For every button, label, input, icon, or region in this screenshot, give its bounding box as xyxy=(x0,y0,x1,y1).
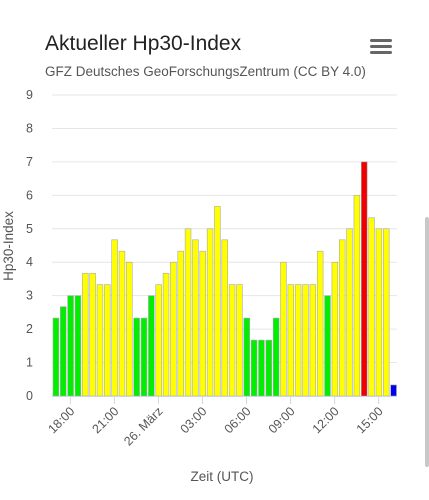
y-tick-label: 7 xyxy=(26,155,33,169)
bar[interactable] xyxy=(368,217,375,397)
bar[interactable] xyxy=(162,272,170,397)
x-tick-label: 09:00 xyxy=(266,404,298,436)
bar[interactable] xyxy=(60,306,67,397)
bar[interactable] xyxy=(155,284,162,397)
bar[interactable] xyxy=(316,250,324,397)
menu-line xyxy=(370,45,392,48)
y-tick-label: 5 xyxy=(26,222,33,236)
bar[interactable] xyxy=(250,339,258,397)
y-axis-title: Hp30-Index xyxy=(1,211,16,281)
bar[interactable] xyxy=(294,284,302,397)
chart-subtitle: GFZ Deutsches GeoForschungsZentrum (CC B… xyxy=(45,64,366,79)
x-tick-label: 18:00 xyxy=(45,404,77,436)
menu-line xyxy=(370,39,392,42)
bar[interactable] xyxy=(177,250,184,397)
x-tick-label: 21:00 xyxy=(89,404,121,436)
bar[interactable] xyxy=(192,239,199,397)
menu-line xyxy=(370,51,392,54)
bar[interactable] xyxy=(199,250,206,397)
x-axis-ticks: 18:00 21:00 26. März 03:00 06:00 09:00 12:00 15… xyxy=(45,396,386,449)
bar[interactable] xyxy=(360,161,368,397)
y-tick-label: 6 xyxy=(26,188,33,202)
bar[interactable] xyxy=(184,228,192,397)
bar[interactable] xyxy=(221,239,228,397)
bar[interactable] xyxy=(272,317,280,397)
x-tick-label: 26. März xyxy=(121,404,165,448)
bar[interactable] xyxy=(74,295,82,397)
hamburger-icon[interactable] xyxy=(370,39,392,57)
bar[interactable] xyxy=(148,295,155,397)
bar[interactable] xyxy=(52,317,60,397)
bar[interactable] xyxy=(89,272,96,397)
x-axis-title: Zeit (UTC) xyxy=(191,469,254,484)
chart-title: Aktueller Hp30-Index xyxy=(45,32,242,55)
bar[interactable] xyxy=(133,317,140,397)
y-axis-ticks: 0 1 2 3 4 5 6 7 8 9 xyxy=(26,88,33,403)
bar[interactable] xyxy=(302,284,309,397)
bar[interactable] xyxy=(82,272,89,397)
x-tick-label: 06:00 xyxy=(222,404,254,436)
y-tick-label: 1 xyxy=(26,356,33,370)
bar[interactable] xyxy=(228,284,236,397)
bar[interactable] xyxy=(111,239,118,397)
bar[interactable] xyxy=(280,261,287,397)
bar[interactable] xyxy=(96,284,104,397)
bar[interactable] xyxy=(331,261,339,397)
bar[interactable] xyxy=(287,284,295,397)
bar[interactable] xyxy=(104,284,111,397)
bar[interactable] xyxy=(170,261,177,397)
scrollbar[interactable] xyxy=(425,217,429,467)
y-tick-label: 4 xyxy=(26,255,33,269)
x-tick-label: 03:00 xyxy=(178,404,210,436)
bar[interactable] xyxy=(324,295,331,397)
bar[interactable] xyxy=(390,384,397,397)
bar[interactable] xyxy=(258,339,265,397)
bar[interactable] xyxy=(118,250,126,397)
bar[interactable] xyxy=(353,195,361,397)
bar[interactable] xyxy=(67,295,74,397)
x-tick-label: 15:00 xyxy=(354,404,386,436)
bar[interactable] xyxy=(236,284,243,397)
y-tick-label: 9 xyxy=(26,88,33,102)
y-tick-label: 2 xyxy=(26,322,33,336)
chart-bars xyxy=(52,161,397,397)
bar[interactable] xyxy=(338,239,346,397)
bar[interactable] xyxy=(206,228,214,397)
bar[interactable] xyxy=(383,228,390,397)
y-tick-label: 3 xyxy=(26,289,33,303)
bar[interactable] xyxy=(243,317,250,397)
x-tick-label: 12:00 xyxy=(310,404,342,436)
y-tick-label: 8 xyxy=(26,121,33,135)
bar[interactable] xyxy=(309,284,317,397)
bar[interactable] xyxy=(126,261,133,397)
bar[interactable] xyxy=(346,228,353,397)
bar[interactable] xyxy=(214,206,221,397)
bar[interactable] xyxy=(375,228,383,397)
bar[interactable] xyxy=(265,339,273,397)
bar[interactable] xyxy=(140,317,148,397)
y-tick-label: 0 xyxy=(26,389,33,403)
